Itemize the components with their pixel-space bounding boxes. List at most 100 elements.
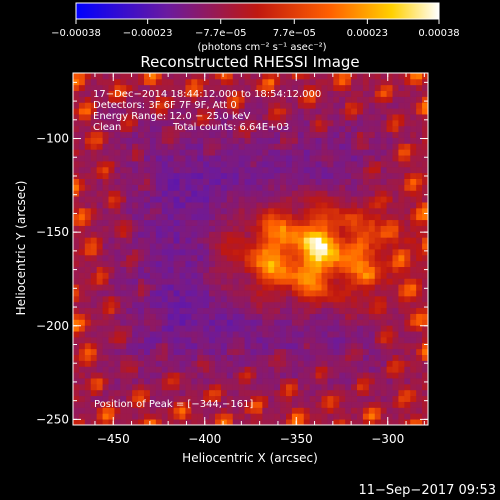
heatmap-cell — [327, 202, 334, 209]
heatmap-cell — [108, 143, 115, 150]
heatmap-cell — [398, 401, 405, 408]
heatmap-cell — [120, 360, 127, 367]
heatmap-cell — [220, 219, 228, 226]
heatmap-cell — [232, 219, 240, 226]
heatmap-cell — [392, 73, 399, 80]
heatmap-cell — [197, 231, 204, 238]
heatmap-cell — [102, 143, 109, 150]
heatmap-cell — [102, 378, 109, 385]
heatmap-cell — [78, 348, 86, 355]
heatmap-cell — [144, 407, 151, 414]
heatmap-cell — [256, 383, 263, 391]
heatmap-cell — [250, 225, 257, 232]
heatmap-cell — [215, 360, 222, 367]
heatmap-cell — [161, 378, 169, 385]
heatmap-cell — [362, 131, 370, 138]
heatmap-cell — [286, 202, 293, 209]
heatmap-cell — [197, 354, 204, 361]
heatmap-cell — [102, 202, 109, 209]
heatmap-cell — [327, 354, 334, 361]
heatmap-cell — [297, 419, 305, 426]
heatmap-cell — [303, 196, 311, 203]
heatmap-cell — [339, 348, 346, 355]
heatmap-cell — [226, 319, 234, 326]
heatmap-cell — [120, 407, 127, 414]
heatmap-cell — [226, 149, 234, 156]
heatmap-cell — [238, 207, 245, 215]
heatmap-cell — [244, 172, 251, 179]
heatmap-cell — [114, 307, 121, 314]
heatmap-cell — [126, 102, 133, 109]
heatmap-cell — [78, 237, 86, 244]
heatmap-cell — [226, 313, 234, 320]
heatmap-cell — [244, 114, 251, 121]
heatmap-cell — [250, 354, 257, 361]
heatmap-cell — [238, 96, 245, 103]
heatmap-cell — [374, 401, 382, 408]
heatmap-cell — [108, 114, 115, 121]
heatmap-cell — [362, 243, 370, 250]
heatmap-cell — [209, 149, 216, 156]
heatmap-cell — [108, 131, 115, 138]
heatmap-cell — [215, 307, 222, 314]
heatmap-cell — [203, 125, 210, 133]
heatmap-cell — [161, 260, 169, 267]
heatmap-cell — [244, 307, 251, 314]
heatmap-cell — [90, 213, 98, 221]
heatmap-cell — [220, 272, 228, 279]
heatmap-cell — [203, 161, 210, 168]
heatmap-cell — [126, 90, 133, 97]
heatmap-cell — [144, 383, 151, 391]
heatmap-cell — [220, 348, 228, 355]
heatmap-cell — [226, 137, 234, 144]
heatmap-cell — [286, 325, 293, 332]
heatmap-cell — [226, 213, 234, 221]
heatmap-cell — [232, 190, 240, 197]
heatmap-cell — [78, 213, 86, 221]
heatmap-cell — [404, 184, 411, 191]
heatmap-cell — [309, 366, 316, 373]
heatmap-cell — [386, 307, 393, 314]
heatmap-cell — [215, 172, 222, 179]
heatmap-cell — [226, 96, 234, 103]
heatmap-cell — [132, 266, 139, 273]
heatmap-cell — [149, 137, 157, 144]
heatmap-cell — [256, 307, 263, 314]
heatmap-cell — [138, 219, 145, 226]
heatmap-cell — [291, 331, 299, 338]
heatmap-cell — [215, 301, 222, 309]
heatmap-cell — [286, 395, 293, 402]
heatmap-cell — [374, 395, 382, 402]
heatmap-cell — [422, 102, 429, 109]
heatmap-cell — [309, 114, 316, 121]
heatmap-cell — [339, 231, 346, 238]
heatmap-cell — [215, 407, 222, 414]
heatmap-cell — [410, 155, 417, 162]
heatmap-cell — [244, 190, 251, 197]
heatmap-cell — [404, 389, 411, 397]
heatmap-cell — [315, 196, 322, 203]
heatmap-cell — [96, 96, 103, 103]
heatmap-cell — [256, 348, 263, 355]
heatmap-cell — [327, 284, 334, 291]
heatmap-cell — [149, 260, 157, 267]
heatmap-cell — [404, 202, 411, 209]
heatmap-cell — [197, 249, 204, 256]
heatmap-cell — [250, 249, 257, 256]
heatmap-cell — [374, 383, 382, 391]
heatmap-cell — [126, 155, 133, 162]
heatmap-cell — [173, 395, 180, 402]
heatmap-cell — [297, 161, 305, 168]
heatmap-cell — [220, 90, 228, 97]
heatmap-cell — [209, 102, 216, 109]
heatmap-cell — [197, 313, 204, 320]
heatmap-cell — [268, 325, 275, 332]
heatmap-cell — [297, 114, 305, 121]
heatmap-cell — [173, 249, 180, 256]
heatmap-cell — [191, 295, 198, 303]
heatmap-cell — [197, 207, 204, 215]
heatmap-cell — [386, 348, 393, 355]
heatmap-cell — [203, 155, 210, 162]
heatmap-cell — [149, 342, 157, 350]
heatmap-cell — [126, 278, 133, 285]
